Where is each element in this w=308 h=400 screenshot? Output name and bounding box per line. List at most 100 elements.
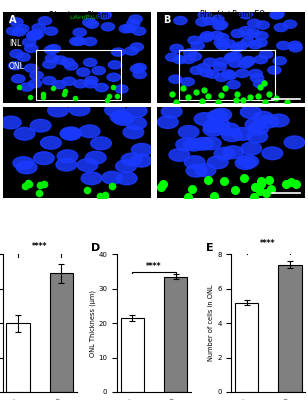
Circle shape: [126, 104, 147, 117]
Circle shape: [216, 41, 229, 50]
Circle shape: [130, 65, 144, 73]
Text: ****: ****: [260, 239, 276, 248]
Circle shape: [43, 60, 56, 68]
Circle shape: [20, 83, 33, 91]
Circle shape: [28, 30, 42, 38]
Circle shape: [95, 83, 108, 92]
Circle shape: [107, 73, 120, 81]
Circle shape: [239, 26, 252, 35]
Circle shape: [10, 50, 23, 58]
Circle shape: [6, 27, 20, 35]
Circle shape: [238, 60, 251, 68]
Circle shape: [123, 24, 136, 32]
Circle shape: [247, 29, 260, 37]
Circle shape: [214, 38, 227, 47]
Circle shape: [250, 74, 264, 82]
Circle shape: [274, 24, 288, 32]
Circle shape: [182, 55, 195, 64]
Circle shape: [191, 42, 205, 50]
Circle shape: [229, 52, 242, 61]
Circle shape: [47, 44, 60, 53]
Circle shape: [30, 71, 43, 80]
Circle shape: [102, 171, 123, 184]
Circle shape: [116, 160, 136, 173]
Circle shape: [17, 53, 30, 61]
Circle shape: [83, 58, 97, 66]
Text: ****: ****: [32, 242, 48, 251]
Circle shape: [190, 66, 204, 74]
Circle shape: [65, 62, 78, 70]
Circle shape: [231, 29, 245, 38]
Text: DAPI/PNA: DAPI/PNA: [70, 15, 99, 20]
Circle shape: [26, 31, 40, 40]
Circle shape: [199, 34, 213, 42]
Circle shape: [121, 153, 142, 166]
Circle shape: [214, 58, 228, 66]
Circle shape: [223, 146, 244, 158]
Circle shape: [12, 75, 25, 83]
Circle shape: [226, 53, 239, 61]
Circle shape: [83, 38, 97, 46]
Circle shape: [194, 113, 215, 125]
Circle shape: [157, 116, 178, 128]
Circle shape: [170, 44, 183, 52]
Circle shape: [209, 118, 230, 131]
Circle shape: [227, 80, 240, 89]
Circle shape: [61, 58, 75, 66]
Circle shape: [10, 18, 23, 26]
Circle shape: [268, 114, 289, 127]
Circle shape: [133, 70, 146, 78]
Circle shape: [284, 136, 305, 149]
Circle shape: [13, 28, 26, 36]
Circle shape: [166, 53, 179, 61]
Circle shape: [108, 61, 122, 69]
Circle shape: [196, 18, 209, 26]
Circle shape: [28, 80, 42, 88]
Circle shape: [73, 28, 86, 36]
Circle shape: [219, 123, 239, 136]
Circle shape: [131, 154, 152, 167]
Circle shape: [188, 36, 201, 44]
Circle shape: [255, 32, 268, 40]
Circle shape: [234, 42, 247, 50]
Circle shape: [222, 129, 242, 142]
Circle shape: [1, 116, 21, 129]
Circle shape: [239, 10, 253, 19]
Text: E: E: [205, 243, 213, 253]
Circle shape: [216, 34, 229, 42]
Circle shape: [249, 70, 262, 78]
Circle shape: [98, 11, 111, 19]
Circle shape: [123, 126, 144, 139]
Circle shape: [16, 24, 29, 33]
Text: B: B: [163, 15, 170, 25]
Circle shape: [198, 11, 212, 19]
Circle shape: [38, 17, 52, 25]
Circle shape: [242, 31, 256, 39]
Circle shape: [207, 156, 228, 169]
Text: A: A: [9, 15, 17, 25]
Circle shape: [203, 58, 217, 66]
Circle shape: [173, 56, 186, 64]
Circle shape: [283, 20, 297, 28]
Text: Rho-/++RampEO: Rho-/++RampEO: [200, 10, 265, 19]
Circle shape: [32, 24, 45, 32]
Circle shape: [60, 127, 81, 140]
Circle shape: [254, 56, 267, 64]
Circle shape: [127, 20, 140, 28]
Circle shape: [119, 25, 132, 33]
Circle shape: [69, 103, 90, 116]
Circle shape: [214, 147, 235, 160]
Circle shape: [248, 122, 269, 135]
Circle shape: [247, 130, 268, 143]
Circle shape: [206, 70, 219, 78]
Circle shape: [13, 157, 34, 170]
Circle shape: [30, 30, 44, 38]
Circle shape: [203, 17, 217, 25]
Circle shape: [222, 40, 235, 48]
Text: Rho-/+ + Sham: Rho-/+ + Sham: [49, 10, 108, 19]
Circle shape: [132, 144, 152, 156]
Text: ****: ****: [146, 262, 162, 272]
Circle shape: [85, 151, 106, 164]
Circle shape: [178, 126, 199, 138]
Circle shape: [230, 44, 244, 52]
